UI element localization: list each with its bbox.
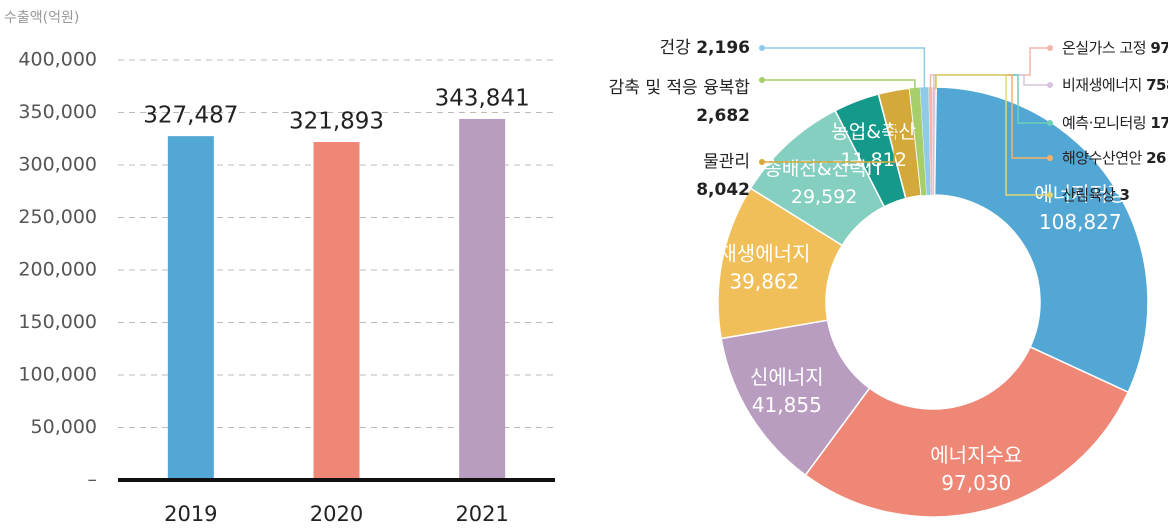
y-tick-label: 100,000 (18, 364, 97, 386)
segment-value: 11,812 (840, 149, 906, 171)
callout-value: 26 (1146, 149, 1166, 167)
donut-segment (804, 345, 1130, 518)
callout-name: 예측·모니터링 (1062, 114, 1146, 132)
value-label: 321,893 (289, 109, 384, 135)
y-tick-label: 150,000 (18, 311, 97, 333)
leader-line (929, 47, 1050, 90)
callout-name: 해양수산연안 (1062, 149, 1143, 167)
segment-name: 송배전&전력IT (764, 158, 884, 180)
y-tick-label: 300,000 (18, 154, 97, 176)
leader-dot (1047, 82, 1053, 88)
segment-value: 41,855 (752, 393, 822, 417)
segment-name: 에너지수요 (930, 443, 1022, 467)
callout-value: 975 (1150, 39, 1168, 57)
y-tick-label: 250,000 (18, 206, 97, 228)
x-tick-label: 2019 (164, 502, 217, 526)
x-tick-label: 2021 (455, 502, 508, 526)
callout-name: 물관리 (703, 152, 750, 172)
segment-name: 농업&축산 (831, 121, 916, 143)
segment-value: 39,862 (729, 269, 799, 293)
callout-label: 해양수산연안 26 (1062, 149, 1166, 167)
callout-name: 감축 및 적응 융복합 (609, 78, 751, 98)
leader-dot (1047, 120, 1053, 126)
callout-value: 8,042 (696, 180, 750, 200)
callout-label: 건강 2,196 (660, 38, 750, 58)
segment-name: 신에너지 (750, 365, 824, 389)
callout-value: 2,196 (696, 38, 750, 58)
callout-name: 산림육상 (1062, 186, 1116, 204)
leader-line (762, 92, 895, 163)
bar (167, 136, 214, 480)
callout-label: 온실가스 고정 975 (1062, 39, 1168, 57)
leader-line (933, 74, 1050, 90)
leader-line (762, 47, 926, 90)
donut-segment (933, 86, 1149, 394)
segment-name: 재생에너지 (718, 241, 810, 265)
callout-name: 비재생에너지 (1062, 76, 1142, 94)
y-tick-label: 50,000 (31, 416, 97, 438)
leader-dot (1047, 155, 1053, 161)
y-axis-title: 수출액(억원) (4, 10, 79, 26)
callout-value: 2,682 (696, 106, 750, 126)
callout-label: 비재생에너지 758 (1062, 76, 1168, 94)
segment-value: 97,030 (941, 471, 1011, 495)
value-label: 327,487 (143, 103, 238, 129)
leader-dot (759, 77, 765, 83)
y-tick-label: 200,000 (18, 259, 97, 281)
leader-dot (1047, 192, 1053, 198)
callout-value: 178 (1150, 114, 1168, 132)
callout-name: 건강 (660, 38, 692, 58)
callout-name: 온실가스 고정 (1062, 39, 1146, 57)
callout-value: 3 (1119, 186, 1129, 204)
callout-label: 산림육상 3 (1062, 186, 1129, 204)
leader-line (935, 74, 1050, 196)
callout-value: 758 (1146, 76, 1168, 94)
segment-value: 108,827 (1039, 210, 1122, 234)
leader-dot (1047, 45, 1053, 51)
segment-value: 29,592 (791, 186, 857, 208)
value-label: 343,841 (435, 85, 530, 111)
leader-line (762, 79, 916, 90)
y-tick-label: 350,000 (18, 101, 97, 123)
callout-label: 예측·모니터링 178 (1062, 114, 1168, 132)
bar (313, 142, 360, 481)
x-tick-label: 2020 (310, 502, 363, 526)
y-tick-label: 400,000 (18, 49, 97, 71)
bar (459, 118, 506, 480)
leader-dot (759, 45, 765, 51)
y-tick-label: – (88, 469, 98, 491)
leader-dot (759, 159, 765, 165)
